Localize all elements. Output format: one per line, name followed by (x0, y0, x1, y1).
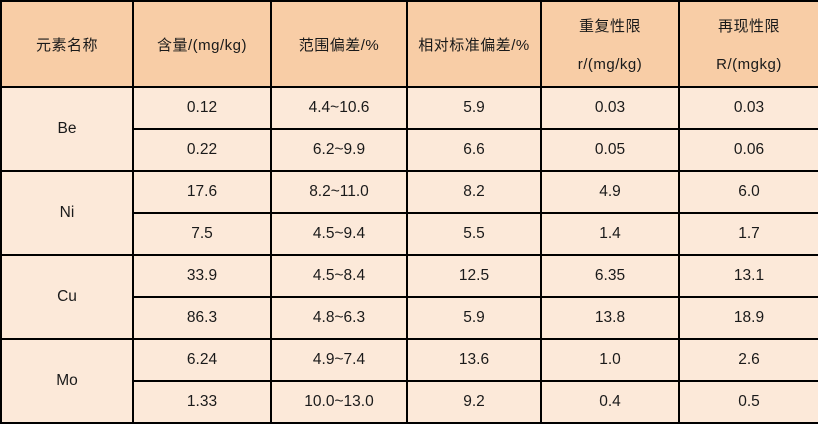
header-cell-element-name: 元素名称 (0, 0, 134, 88)
table-cell: 0.05 (540, 128, 680, 172)
table-row: 1.33 10.0~13.0 9.2 0.4 0.5 (1, 380, 818, 424)
table-cell: 33.9 (132, 254, 272, 298)
header-cell-repeatability-limit: 重复性限 r/(mg/kg) (540, 0, 680, 88)
table-cell: 5.9 (406, 296, 542, 340)
table-cell: 6.35 (540, 254, 680, 298)
table-cell: 0.06 (678, 128, 818, 172)
table-cell: 2.6 (678, 338, 818, 382)
header-stack: 再现性限 R/(mgkg) (681, 15, 817, 73)
table-cell: 0.22 (132, 128, 272, 172)
header-stack: 重复性限 r/(mg/kg) (543, 15, 677, 73)
element-cell: Be (0, 86, 134, 172)
header-line: 重复性限 (578, 18, 641, 35)
table-cell: 1.7 (678, 212, 818, 256)
table-cell: 0.03 (540, 86, 680, 130)
table-cell: 1.4 (540, 212, 680, 256)
table-cell: 7.5 (132, 212, 272, 256)
table-cell: 8.2~11.0 (270, 170, 408, 214)
element-cell: Cu (0, 254, 134, 340)
element-cell: Ni (0, 170, 134, 256)
table-cell: 18.9 (678, 296, 818, 340)
table-cell: 6.0 (678, 170, 818, 214)
header-line: R/(mgkg) (716, 56, 782, 73)
table-cell: 6.2~9.9 (270, 128, 408, 172)
table-cell: 4.4~10.6 (270, 86, 408, 130)
table-cell: 1.33 (132, 380, 272, 424)
table-row: 7.5 4.5~9.4 5.5 1.4 1.7 (1, 212, 818, 256)
table-cell: 12.5 (406, 254, 542, 298)
table-cell: 0.12 (132, 86, 272, 130)
header-cell-relative-std-deviation: 相对标准偏差/% (406, 0, 542, 88)
table-cell: 4.9 (540, 170, 680, 214)
header-line: 再现性限 (717, 18, 780, 35)
table-cell: 4.8~6.3 (270, 296, 408, 340)
header-row: 元素名称 含量/(mg/kg) 范围偏差/% 相对标准偏差/% 重复性限 r/(… (0, 0, 818, 88)
table-cell: 6.6 (406, 128, 542, 172)
header-cell-reproducibility-limit: 再现性限 R/(mgkg) (678, 0, 818, 88)
element-cell: Mo (0, 338, 134, 424)
table-cell: 9.2 (406, 380, 542, 424)
table-cell: 0.03 (678, 86, 818, 130)
table-cell: 5.9 (406, 86, 542, 130)
table-cell: 13.1 (678, 254, 818, 298)
table-row: Be 0.12 4.4~10.6 5.9 0.03 0.03 (0, 86, 818, 172)
table-cell: 4.5~9.4 (270, 212, 408, 256)
header-line: r/(mg/kg) (577, 56, 643, 73)
header-cell-content: 含量/(mg/kg) (132, 0, 272, 88)
table-cell: 0.5 (678, 380, 818, 424)
table-row: 0.22 6.2~9.9 6.6 0.05 0.06 (1, 128, 818, 172)
table-row: Mo 6.24 4.9~7.4 13.6 1.0 2.6 (0, 338, 818, 424)
table-row: Cu 33.9 4.5~8.4 12.5 6.35 13.1 (0, 254, 818, 340)
table-cell: 0.4 (540, 380, 680, 424)
table-cell: 10.0~13.0 (270, 380, 408, 424)
table-cell: 4.9~7.4 (270, 338, 408, 382)
table-body: Be 0.12 4.4~10.6 5.9 0.03 0.03 0.22 6.2~… (0, 86, 818, 424)
table-cell: 4.5~8.4 (270, 254, 408, 298)
header-cell-range-deviation: 范围偏差/% (270, 0, 408, 88)
table-cell: 17.6 (132, 170, 272, 214)
table-cell: 86.3 (132, 296, 272, 340)
table-cell: 1.0 (540, 338, 680, 382)
table-header: 元素名称 含量/(mg/kg) 范围偏差/% 相对标准偏差/% 重复性限 r/(… (0, 0, 818, 88)
table-cell: 13.8 (540, 296, 680, 340)
table-cell: 8.2 (406, 170, 542, 214)
table-row: Ni 17.6 8.2~11.0 8.2 4.9 6.0 (0, 170, 818, 256)
table-cell: 5.5 (406, 212, 542, 256)
table-cell: 6.24 (132, 338, 272, 382)
table-row: 86.3 4.8~6.3 5.9 13.8 18.9 (1, 296, 818, 340)
table-cell: 13.6 (406, 338, 542, 382)
